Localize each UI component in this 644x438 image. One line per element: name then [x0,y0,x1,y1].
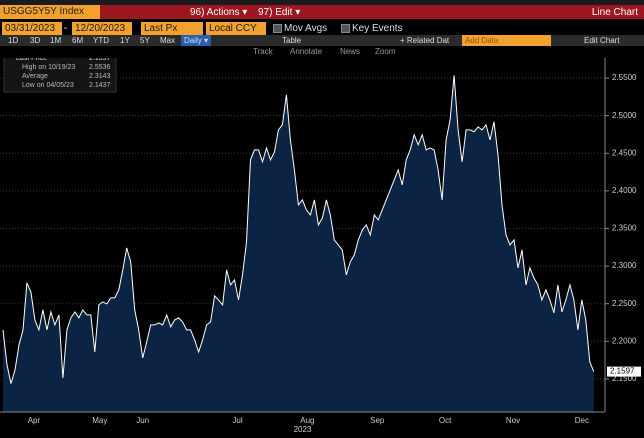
y-tick-label: 2.2000 [612,336,637,345]
top-strip [0,0,644,5]
y-tick-label: 2.5000 [612,111,637,120]
table-button[interactable]: Table [282,36,302,45]
x-tick-label: May [92,416,107,425]
y-tick-label: 2.1500 [612,374,637,383]
tool-button[interactable]: Zoom [375,47,396,56]
ticker[interactable]: USGG5Y5Y Index [0,5,100,19]
legend-value: 2.1597 [89,58,111,62]
related-data[interactable]: + Related Dat [400,36,450,45]
chart: 2.1500 2.2000 2.2500 2.3000 2.3500 2.4000 2.45… [0,58,641,434]
line [2,75,595,384]
edit-menu[interactable]: 97) Edit ▾ [258,7,301,18]
date-sep: - [64,23,68,34]
x-axis-label: 2023 [294,425,312,434]
actions-menu[interactable]: 96) Actions ▾ [190,7,248,18]
area-fill [2,75,594,413]
legend-value: 2.1437 [89,82,111,89]
frequency-select[interactable]: Daily ▾ [181,35,212,46]
y-tick-label: 2.2500 [612,299,637,308]
last-value-label: 2.1597 [610,367,635,376]
field-select[interactable]: Last Px [141,22,203,35]
currency-select[interactable]: Local CCY [206,22,266,35]
legend-value: 2.3143 [89,73,111,80]
x-tick-label: Nov [506,416,520,425]
y-tick-label: 2.5500 [612,73,637,82]
period-button[interactable]: 1M [50,36,62,45]
tool-button[interactable]: News [340,47,361,56]
x-tick-label: Aug [300,416,314,425]
period-button[interactable]: 6M [72,36,84,45]
start-date[interactable]: 03/31/2023 [2,22,62,35]
x-tick-label: Sep [370,416,385,425]
legend-label: Average [22,73,48,80]
y-tick-label: 2.4000 [612,186,637,195]
x-tick-label: Jun [136,416,149,425]
legend-label: Last Price [16,58,47,62]
legend-box [3,58,117,93]
x-tick-label: Apr [28,416,41,425]
title-bar [0,5,644,19]
checkbox[interactable] [341,24,350,33]
period-button[interactable]: 3D [30,36,41,45]
period-button[interactable]: 1Y [120,36,130,45]
period-button[interactable]: 5Y [140,36,150,45]
edit-chart[interactable]: Edit Chart [584,36,620,45]
period-button[interactable]: YTD [93,36,109,45]
add-data[interactable]: Add Data [462,35,551,46]
last-value-tag [607,366,641,377]
view-name: Line Chart [591,7,638,18]
y-tick-label: 2.3000 [612,261,637,270]
end-date[interactable]: 12/20/2023 [72,22,132,35]
tool-button[interactable]: Track [253,47,273,56]
period-button[interactable]: 1D [8,36,19,45]
legend-value: 2.5536 [89,64,111,71]
tool-button[interactable]: Annotate [290,47,323,56]
period-button[interactable]: Max [160,36,176,45]
x-tick-label: Jul [232,416,242,425]
y-tick-label: 2.3500 [612,224,637,233]
checkbox[interactable] [273,24,282,33]
legend-label: Low on 04/05/23 [22,82,74,89]
period-bar [0,35,644,46]
x-tick-label: Dec [575,416,589,425]
key-events[interactable]: Key Events [352,23,403,34]
y-tick-label: 2.4500 [612,148,637,157]
legend-label: High on 10/19/23 [22,64,75,71]
x-tick-label: Oct [439,416,452,425]
mov-avgs[interactable]: Mov Avgs [284,23,328,34]
